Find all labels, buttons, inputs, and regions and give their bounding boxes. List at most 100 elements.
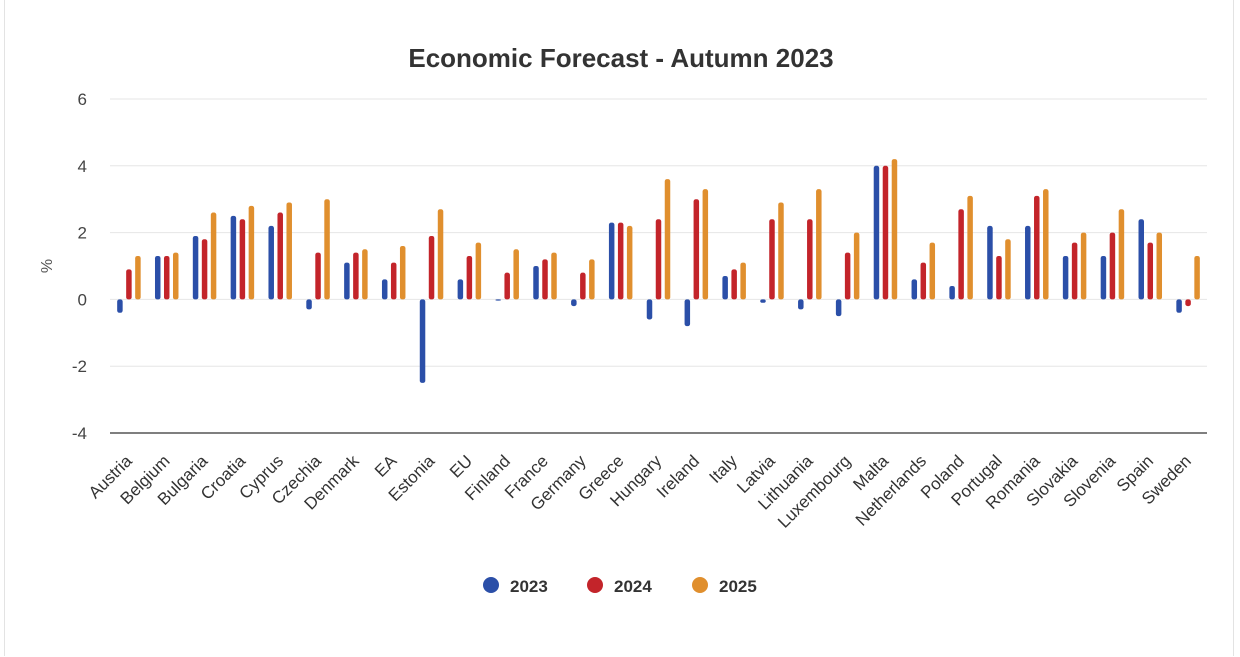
bar-2025-lithuania[interactable]	[816, 189, 822, 300]
bar-2023-belgium[interactable]	[154, 255, 161, 300]
bar-2023-finland[interactable]	[495, 299, 501, 301]
bar-2023-spain[interactable]	[1138, 219, 1145, 300]
bar-2024-sweden[interactable]	[1185, 299, 1191, 307]
bar-2024-ireland[interactable]	[693, 199, 700, 300]
bar-2023-croatia[interactable]	[230, 215, 237, 300]
bar-2023-france[interactable]	[533, 266, 539, 300]
bar-2023-germany[interactable]	[571, 299, 577, 307]
bar-2023-estonia[interactable]	[419, 299, 426, 383]
bar-2025-france[interactable]	[551, 252, 557, 300]
bar-2025-sweden[interactable]	[1194, 255, 1200, 300]
bar-2025-estonia[interactable]	[437, 209, 444, 300]
bar-2023-czechia[interactable]	[306, 299, 312, 310]
bar-2024-bulgaria[interactable]	[201, 239, 208, 300]
bar-2024-estonia[interactable]	[428, 235, 435, 300]
bar-2023-netherlands[interactable]	[911, 279, 918, 300]
bar-2023-poland[interactable]	[949, 286, 955, 300]
bar-2024-austria[interactable]	[126, 269, 132, 300]
bar-2024-greece[interactable]	[617, 222, 624, 300]
bar-2023-bulgaria[interactable]	[192, 235, 199, 300]
bar-2025-czechia[interactable]	[324, 199, 330, 300]
bar-2024-cyprus[interactable]	[277, 212, 283, 300]
legend-label-2025[interactable]: 2025	[719, 577, 757, 596]
legend-marker-2023[interactable]	[483, 577, 499, 593]
bar-2023-italy[interactable]	[722, 276, 728, 300]
bar-2024-romania[interactable]	[1034, 195, 1040, 300]
y-tick-label: -2	[72, 357, 87, 376]
bar-2023-greece[interactable]	[608, 222, 615, 300]
legend-marker-2024[interactable]	[587, 577, 603, 593]
bar-2024-latvia[interactable]	[769, 219, 775, 300]
bar-2023-cyprus[interactable]	[268, 225, 274, 300]
bar-2023-slovenia[interactable]	[1100, 255, 1107, 300]
bar-2025-portugal[interactable]	[1005, 239, 1011, 300]
bar-2023-ea[interactable]	[381, 279, 388, 300]
bar-2025-italy[interactable]	[740, 262, 746, 300]
bar-2025-greece[interactable]	[626, 225, 633, 300]
bar-2024-portugal[interactable]	[996, 255, 1002, 300]
bar-2025-austria[interactable]	[135, 255, 141, 300]
bar-2024-czechia[interactable]	[315, 252, 321, 300]
bar-2025-netherlands[interactable]	[929, 242, 936, 300]
bar-2025-eu[interactable]	[475, 242, 482, 300]
bar-2024-malta[interactable]	[882, 165, 889, 300]
bar-2024-poland[interactable]	[958, 209, 964, 300]
legend-label-2023[interactable]: 2023	[510, 577, 548, 596]
legend-label-2024[interactable]: 2024	[614, 577, 652, 596]
bar-2023-austria[interactable]	[117, 299, 123, 313]
y-tick-label: 4	[78, 157, 87, 176]
bar-2025-croatia[interactable]	[248, 205, 255, 300]
bar-2025-malta[interactable]	[891, 159, 898, 300]
bar-2025-slovakia[interactable]	[1080, 232, 1087, 300]
bar-2023-denmark[interactable]	[344, 262, 350, 300]
bar-2025-finland[interactable]	[513, 249, 519, 300]
bar-2024-eu[interactable]	[466, 255, 473, 300]
bar-2023-sweden[interactable]	[1176, 299, 1182, 313]
y-axis-ticks: 6 4 2 0 -2 -4	[72, 90, 87, 443]
bar-2025-slovenia[interactable]	[1118, 209, 1125, 300]
bar-2023-luxembourg[interactable]	[835, 299, 842, 317]
bar-2023-romania[interactable]	[1025, 225, 1031, 300]
y-tick-label: 6	[78, 90, 87, 109]
bar-2025-luxembourg[interactable]	[853, 232, 860, 300]
bar-2023-slovakia[interactable]	[1062, 255, 1069, 300]
y-tick-label: 2	[78, 224, 87, 243]
bar-2025-belgium[interactable]	[172, 252, 179, 300]
bar-2024-italy[interactable]	[731, 269, 737, 300]
bar-2023-latvia[interactable]	[760, 299, 766, 303]
bar-2024-finland[interactable]	[504, 272, 510, 300]
bar-2025-ea[interactable]	[399, 245, 406, 300]
bar-2025-spain[interactable]	[1156, 232, 1163, 300]
bar-2024-hungary[interactable]	[655, 219, 662, 300]
legend-marker-2025[interactable]	[692, 577, 708, 593]
bar-2025-romania[interactable]	[1043, 189, 1049, 300]
bar-2024-luxembourg[interactable]	[844, 252, 851, 300]
bar-2023-portugal[interactable]	[987, 225, 993, 300]
bar-2023-malta[interactable]	[873, 165, 880, 300]
bar-2024-denmark[interactable]	[353, 252, 359, 300]
bar-2024-croatia[interactable]	[239, 219, 246, 300]
bar-2025-ireland[interactable]	[702, 189, 709, 300]
bar-2024-germany[interactable]	[580, 272, 586, 300]
bar-2025-latvia[interactable]	[778, 202, 784, 300]
bar-2024-france[interactable]	[542, 259, 548, 300]
bar-2024-lithuania[interactable]	[807, 219, 813, 300]
bar-2023-lithuania[interactable]	[798, 299, 804, 310]
bar-2025-cyprus[interactable]	[286, 202, 292, 300]
bar-2025-germany[interactable]	[589, 259, 595, 300]
x-axis-ticks: AustriaBelgiumBulgariaCroatiaCyprusCzech…	[85, 451, 1195, 532]
bar-2024-ea[interactable]	[390, 262, 397, 300]
bar-2025-denmark[interactable]	[362, 249, 368, 300]
bar-2024-spain[interactable]	[1147, 242, 1154, 300]
bar-2025-bulgaria[interactable]	[210, 212, 217, 300]
bar-2023-hungary[interactable]	[646, 299, 653, 320]
bar-2025-poland[interactable]	[967, 195, 973, 300]
bar-2025-hungary[interactable]	[664, 179, 671, 300]
bar-2023-eu[interactable]	[457, 279, 464, 300]
bar-2024-slovakia[interactable]	[1071, 242, 1078, 300]
bar-2023-ireland[interactable]	[684, 299, 691, 327]
bar-2024-netherlands[interactable]	[920, 262, 927, 300]
bar-2024-slovenia[interactable]	[1109, 232, 1116, 300]
bar-2024-belgium[interactable]	[163, 255, 170, 300]
